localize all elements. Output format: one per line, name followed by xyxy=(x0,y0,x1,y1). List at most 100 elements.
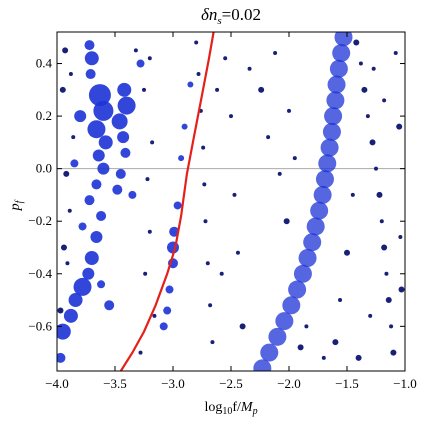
data-point-0-22 xyxy=(111,113,128,130)
data-point-3-0 xyxy=(62,47,69,54)
data-point-3-24 xyxy=(205,261,210,266)
data-point-3-9 xyxy=(133,48,138,53)
data-point-2-2 xyxy=(329,59,348,78)
x-tick-label: −4.0 xyxy=(45,376,69,391)
x-tick-label: −3.5 xyxy=(103,376,127,391)
data-point-2-21 xyxy=(253,359,272,371)
data-point-3-34 xyxy=(247,66,252,71)
data-point-0-2 xyxy=(85,69,96,80)
data-point-3-38 xyxy=(277,171,282,176)
data-point-2-0 xyxy=(334,32,353,47)
data-point-2-12 xyxy=(306,217,325,236)
data-point-3-22 xyxy=(202,182,207,187)
data-point-0-4 xyxy=(93,100,114,121)
data-point-3-2 xyxy=(59,86,66,93)
data-point-0-27 xyxy=(74,110,87,123)
data-point-3-62 xyxy=(398,234,403,239)
x-axis-label-log: log xyxy=(204,400,222,415)
data-point-3-8 xyxy=(57,307,64,314)
x-axis-label-f: f/ xyxy=(232,400,241,415)
y-tick-label: 0.4 xyxy=(36,56,53,71)
x-tick-label: −2.5 xyxy=(219,376,243,391)
x-tick-label: −3.0 xyxy=(161,376,185,391)
data-point-3-21 xyxy=(201,145,206,150)
data-point-1-7 xyxy=(178,155,185,162)
data-point-0-0 xyxy=(84,40,95,51)
data-point-3-64 xyxy=(371,66,376,71)
data-point-2-6 xyxy=(322,122,341,141)
y-axis-label: pf xyxy=(8,199,25,211)
data-point-3-26 xyxy=(210,340,215,345)
data-point-3-19 xyxy=(196,72,201,77)
data-point-3-13 xyxy=(145,177,150,182)
data-point-1-9 xyxy=(187,81,194,88)
x-tick-label: −2.0 xyxy=(277,376,301,391)
red-curve xyxy=(119,32,215,371)
data-point-0-18 xyxy=(57,323,71,340)
plot-frame xyxy=(56,31,406,372)
y-tick-label: −0.2 xyxy=(28,213,52,228)
data-point-3-43 xyxy=(358,61,363,66)
data-point-0-13 xyxy=(84,251,99,265)
data-point-3-56 xyxy=(344,249,350,256)
data-point-1-6 xyxy=(173,201,182,210)
data-point-0-15 xyxy=(73,277,92,296)
chart-title: δns=0.02 xyxy=(201,5,261,27)
data-point-3-65 xyxy=(382,98,387,103)
data-point-3-35 xyxy=(258,86,265,93)
x-tick-label: −1.5 xyxy=(335,376,359,391)
data-point-2-9 xyxy=(315,170,334,189)
data-point-2-18 xyxy=(275,312,294,331)
title-sub: s xyxy=(217,15,221,27)
data-point-3-39 xyxy=(283,218,290,225)
data-point-3-66 xyxy=(355,354,362,361)
data-point-0-6 xyxy=(98,135,113,150)
data-point-3-48 xyxy=(376,191,383,198)
data-point-0-11 xyxy=(96,210,107,221)
data-point-2-4 xyxy=(326,91,345,110)
data-point-2-8 xyxy=(318,154,337,173)
data-point-3-45 xyxy=(365,114,370,119)
data-point-3-31 xyxy=(239,323,246,330)
data-point-2-3 xyxy=(327,75,346,94)
data-point-3-5 xyxy=(67,208,72,213)
x-tick-label: −1.0 xyxy=(393,376,417,391)
data-point-0-30 xyxy=(136,59,145,68)
data-point-0-12 xyxy=(90,230,103,243)
data-point-3-41 xyxy=(292,156,297,161)
data-point-3-32 xyxy=(215,87,220,92)
x-axis-label-m: M xyxy=(240,400,254,415)
y-axis-label-sub: f xyxy=(14,199,25,203)
axes: −4.0 −3.5 −3.0 −2.5 −2.0 −1.5 −1.0 0.4 0.2 0.0 −0.… xyxy=(28,32,417,391)
data-point-0-26 xyxy=(112,184,123,195)
data-point-2-15 xyxy=(293,264,312,283)
data-point-0-25 xyxy=(115,168,126,179)
data-point-3-36 xyxy=(273,51,278,56)
data-point-3-40 xyxy=(287,108,291,113)
y-tick-label: 0.0 xyxy=(36,161,52,176)
data-point-3-59 xyxy=(368,313,373,318)
data-point-0-16 xyxy=(68,293,83,308)
y-tick-label: −0.6 xyxy=(28,318,52,333)
data-point-2-11 xyxy=(310,201,329,220)
data-point-3-11 xyxy=(142,87,146,92)
data-point-3-44 xyxy=(361,86,368,93)
data-point-3-29 xyxy=(232,192,237,197)
data-point-3-27 xyxy=(223,56,228,61)
data-point-1-8 xyxy=(181,123,188,130)
data-point-1-5 xyxy=(159,322,168,331)
data-point-3-68 xyxy=(304,324,309,329)
data-point-1-4 xyxy=(163,306,172,315)
data-point-0-8 xyxy=(97,162,110,175)
data-point-3-57 xyxy=(338,298,343,303)
data-point-3-3 xyxy=(71,135,76,140)
data-point-3-14 xyxy=(147,229,152,234)
data-point-2-10 xyxy=(313,185,332,204)
data-point-3-51 xyxy=(384,271,389,276)
y-tick-label: −0.4 xyxy=(28,266,52,281)
data-point-0-21 xyxy=(117,96,136,115)
data-point-0-24 xyxy=(120,147,131,158)
data-point-0-14 xyxy=(82,267,95,280)
data-point-3-49 xyxy=(379,219,384,224)
